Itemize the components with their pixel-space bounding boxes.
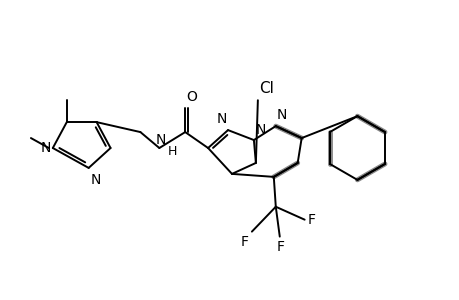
Text: O: O (186, 90, 196, 104)
Text: F: F (307, 213, 315, 227)
Text: N: N (155, 133, 165, 147)
Text: H: H (167, 146, 176, 158)
Text: N: N (40, 141, 51, 155)
Text: N: N (216, 112, 227, 126)
Text: N: N (255, 123, 266, 137)
Text: Cl: Cl (258, 81, 273, 96)
Text: F: F (241, 235, 248, 249)
Text: F: F (276, 240, 284, 254)
Text: N: N (276, 108, 286, 122)
Text: N: N (90, 173, 101, 187)
